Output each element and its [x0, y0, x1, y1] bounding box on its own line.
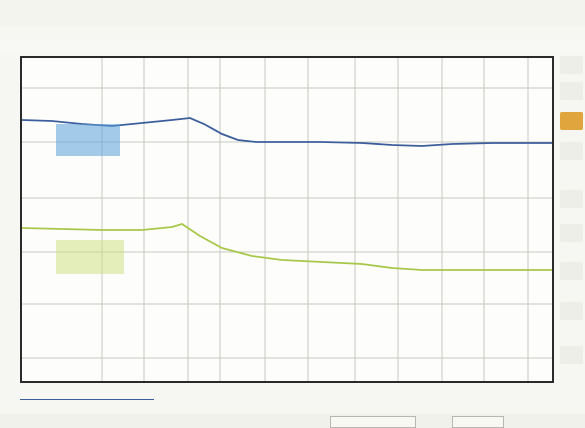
trace-2-waveform: [22, 223, 552, 271]
info-bar: [0, 40, 585, 52]
readout-left-box[interactable]: [330, 416, 416, 428]
soft-key-1[interactable]: [560, 56, 583, 74]
title-bar: [0, 0, 585, 26]
soft-key-7[interactable]: [560, 262, 583, 280]
soft-key-2[interactable]: [560, 82, 583, 100]
soft-key-3-active[interactable]: [560, 112, 583, 130]
trace-1-marker[interactable]: [56, 124, 120, 156]
soft-key-4[interactable]: [560, 142, 583, 160]
readout-right-box[interactable]: [452, 416, 504, 428]
soft-key-9[interactable]: [560, 346, 583, 364]
scale-readout: [18, 385, 158, 417]
waveform-display: [22, 58, 552, 381]
grid: [22, 58, 552, 381]
bottom-strip: [0, 414, 585, 428]
soft-key-5[interactable]: [560, 190, 583, 208]
soft-key-6[interactable]: [560, 224, 583, 242]
soft-key-panel: [560, 56, 585, 383]
trace-2-marker[interactable]: [56, 240, 124, 274]
soft-key-8[interactable]: [560, 302, 583, 320]
scale-divider: [20, 399, 154, 400]
scope-screen[interactable]: [20, 56, 554, 383]
